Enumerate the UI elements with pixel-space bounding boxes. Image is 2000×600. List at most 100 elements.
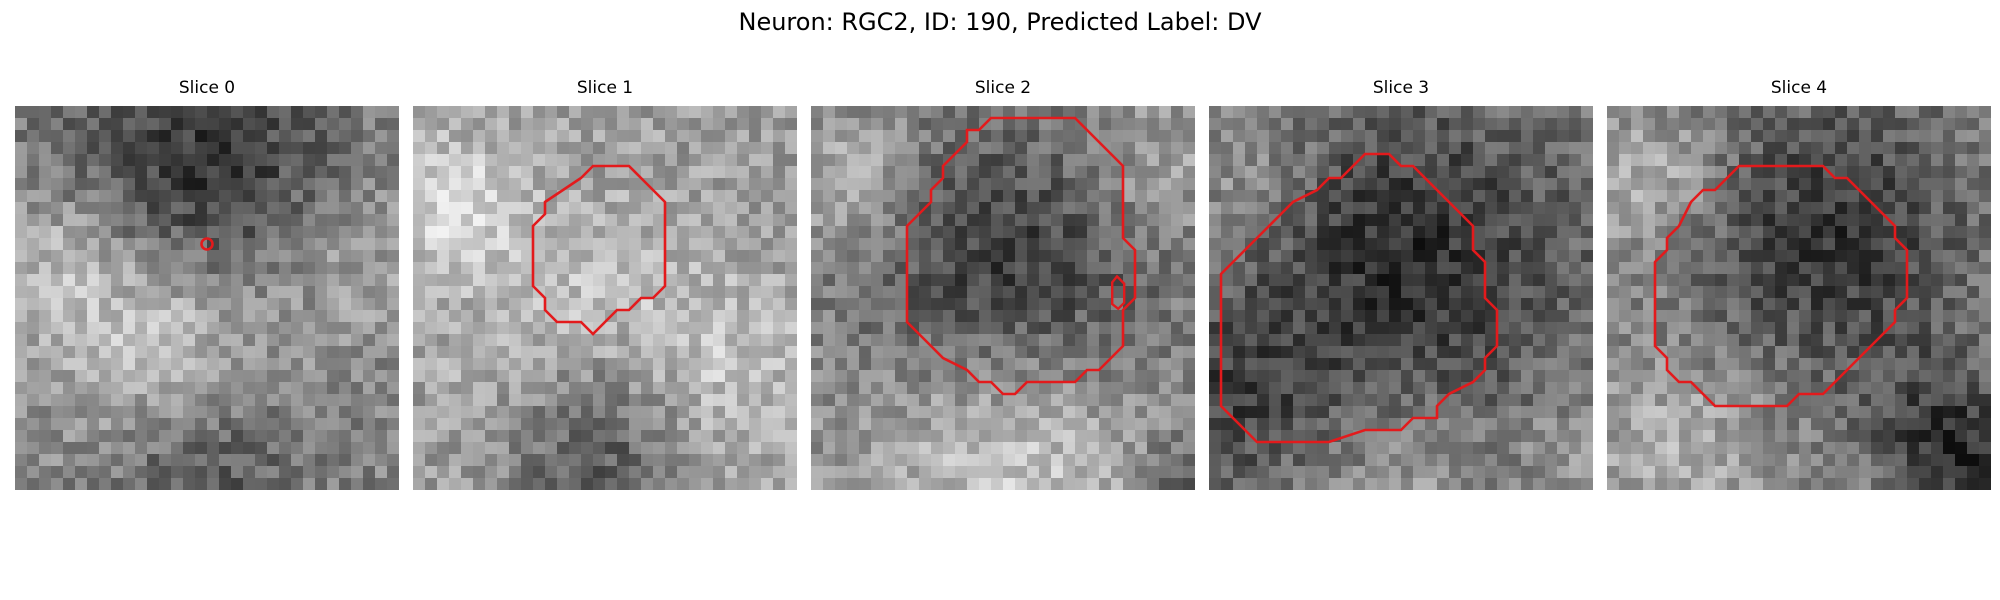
pixel — [509, 298, 522, 311]
pixel — [1305, 130, 1318, 143]
pixel — [449, 382, 462, 395]
pixel — [1293, 106, 1306, 119]
pixel — [617, 310, 630, 323]
pixel — [1003, 310, 1016, 323]
pixel — [761, 454, 774, 467]
pixel — [713, 454, 726, 467]
pixel — [785, 370, 797, 383]
pixel — [1967, 370, 1980, 383]
pixel — [147, 454, 160, 467]
pixel — [1245, 190, 1258, 203]
pixel — [327, 154, 340, 167]
pixel — [27, 190, 40, 203]
pixel — [1775, 178, 1788, 191]
pixel — [1607, 310, 1620, 323]
pixel — [1015, 166, 1028, 179]
pixel — [1317, 166, 1330, 179]
pixel — [1269, 430, 1282, 443]
pixel — [677, 370, 690, 383]
pixel — [255, 130, 268, 143]
pixel — [123, 178, 136, 191]
pixel — [1619, 418, 1632, 431]
pixel — [135, 358, 148, 371]
pixel — [255, 406, 268, 419]
pixel — [1437, 166, 1450, 179]
pixel — [1401, 334, 1414, 347]
pixel — [1967, 106, 1980, 119]
pixel — [1039, 418, 1052, 431]
pixel — [629, 130, 642, 143]
pixel — [1955, 310, 1968, 323]
pixel — [147, 286, 160, 299]
pixel — [761, 166, 774, 179]
roi-hole-contour — [1111, 274, 1126, 311]
pixel — [1257, 238, 1270, 251]
pixel — [87, 358, 100, 371]
pixel — [1943, 178, 1956, 191]
pixel — [979, 466, 992, 479]
pixel — [665, 250, 678, 263]
pixel — [1281, 298, 1294, 311]
pixel — [1221, 466, 1234, 479]
pixel — [51, 154, 64, 167]
pixel — [847, 478, 860, 490]
pixel — [195, 466, 208, 479]
pixel — [823, 202, 836, 215]
pixel — [1075, 418, 1088, 431]
pixel — [303, 238, 316, 251]
pixel — [1087, 310, 1100, 323]
pixel — [449, 190, 462, 203]
pixel — [27, 250, 40, 263]
pixel — [111, 262, 124, 275]
pixel — [375, 178, 388, 191]
pixel — [725, 466, 738, 479]
pixel — [51, 226, 64, 239]
pixel — [1075, 250, 1088, 263]
pixel — [1159, 430, 1172, 443]
pixel — [1545, 430, 1558, 443]
pixel — [1449, 130, 1462, 143]
pixel — [653, 130, 666, 143]
pixel — [1679, 298, 1692, 311]
pixel — [1533, 310, 1546, 323]
pixel — [255, 394, 268, 407]
pixel — [931, 370, 944, 383]
pixel — [1775, 262, 1788, 275]
pixel — [1461, 298, 1474, 311]
pixel — [1135, 262, 1148, 275]
pixel — [485, 298, 498, 311]
pixel — [473, 118, 486, 131]
pixel — [557, 106, 570, 119]
pixel — [823, 178, 836, 191]
pixel — [63, 442, 76, 455]
pixel — [339, 454, 352, 467]
pixel — [473, 214, 486, 227]
pixel — [1183, 334, 1195, 347]
pixel — [255, 310, 268, 323]
pixel — [653, 418, 666, 431]
pixel — [1329, 334, 1342, 347]
pixel — [919, 370, 932, 383]
pixel — [351, 466, 364, 479]
pixel — [1509, 310, 1522, 323]
pixel — [871, 346, 884, 359]
pixel — [569, 406, 582, 419]
pixel — [1751, 130, 1764, 143]
pixel — [1269, 310, 1282, 323]
pixel — [1823, 298, 1836, 311]
pixel — [725, 262, 738, 275]
pixel — [811, 418, 824, 431]
pixel — [1847, 370, 1860, 383]
pixel — [1159, 322, 1172, 335]
pixel — [147, 442, 160, 455]
pixel — [629, 106, 642, 119]
pixel — [1051, 178, 1064, 191]
pixel — [461, 334, 474, 347]
pixel — [75, 202, 88, 215]
pixel — [1425, 286, 1438, 299]
pixel — [1305, 466, 1318, 479]
pixel — [1703, 130, 1716, 143]
pixel — [327, 142, 340, 155]
pixel — [725, 274, 738, 287]
pixel — [859, 430, 872, 443]
